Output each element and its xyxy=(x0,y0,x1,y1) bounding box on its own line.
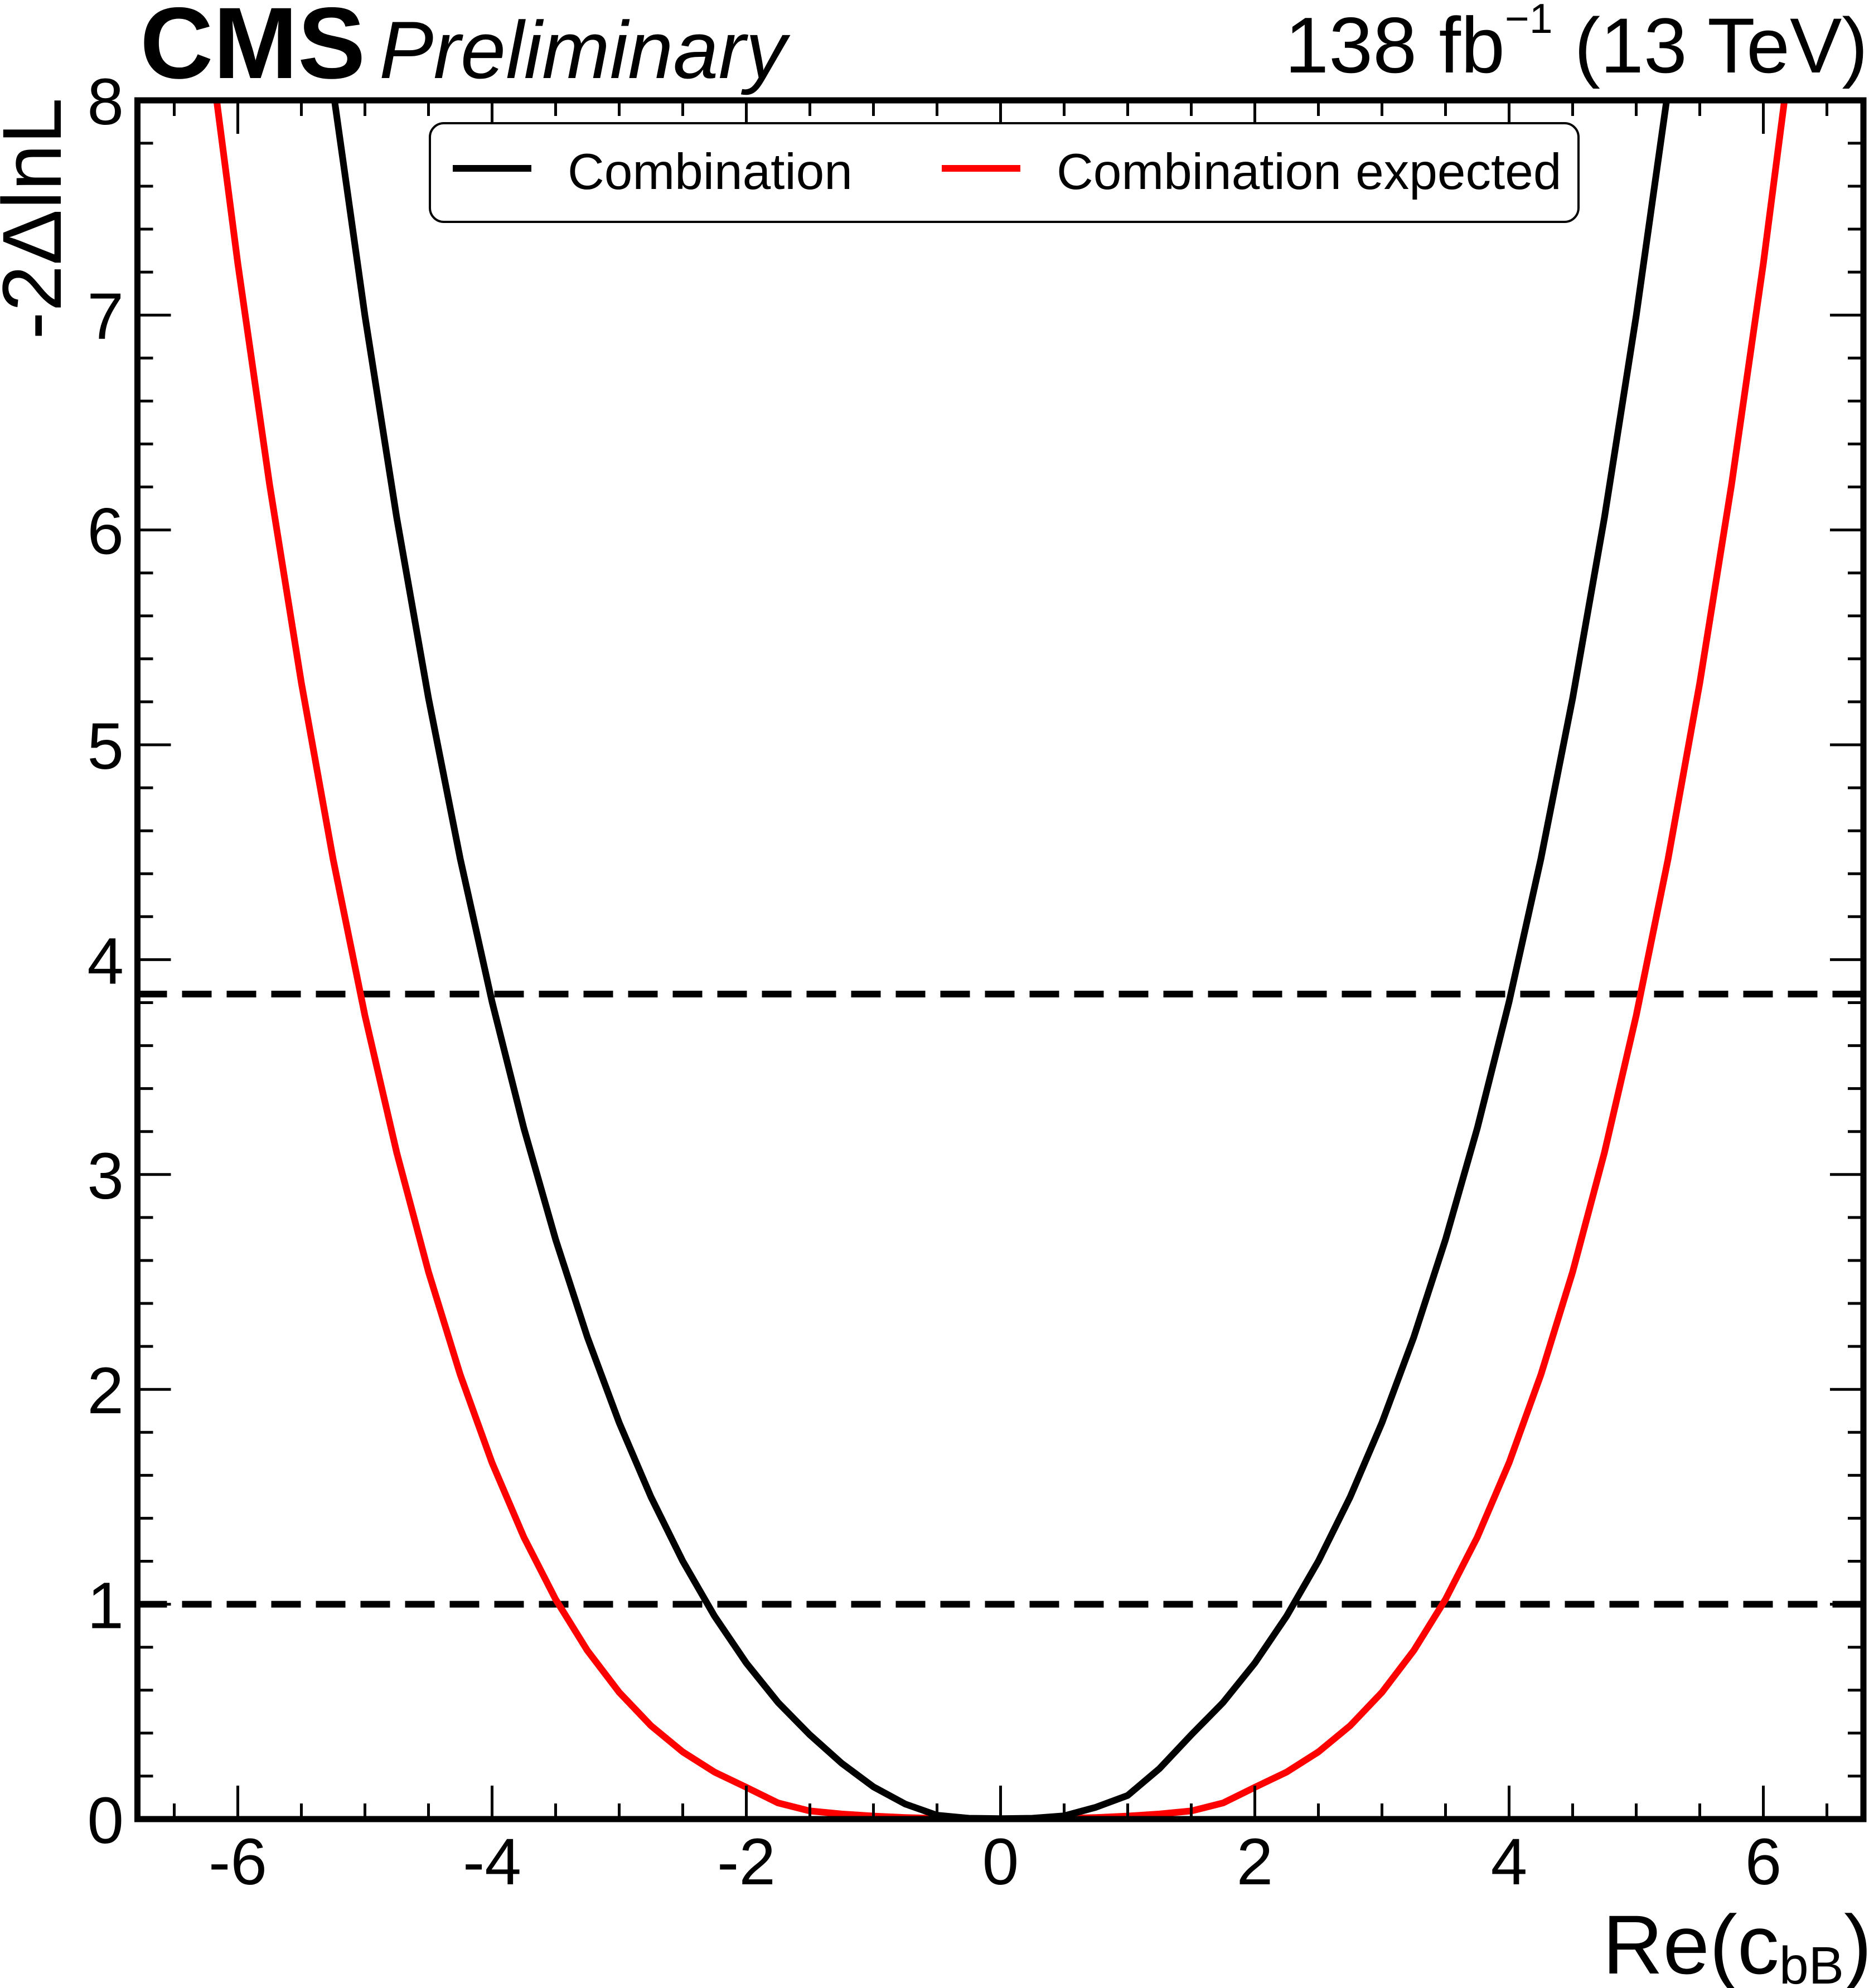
svg-text:4: 4 xyxy=(1491,1825,1528,1899)
svg-text:5: 5 xyxy=(87,710,124,783)
svg-text:4: 4 xyxy=(87,924,124,998)
svg-text:Combination expected: Combination expected xyxy=(1057,144,1562,200)
svg-text:-6: -6 xyxy=(209,1825,267,1899)
svg-text:8: 8 xyxy=(87,65,124,139)
svg-text:2: 2 xyxy=(87,1354,124,1428)
svg-text:138 fb−1 (13 TeV): 138 fb−1 (13 TeV) xyxy=(1285,0,1868,90)
svg-text:6: 6 xyxy=(1745,1825,1782,1899)
svg-text:3: 3 xyxy=(87,1140,124,1213)
svg-text:-2ΔlnL: -2ΔlnL xyxy=(0,98,79,340)
svg-text:-4: -4 xyxy=(463,1825,521,1899)
svg-text:CMS: CMS xyxy=(140,0,365,100)
svg-text:1: 1 xyxy=(87,1569,124,1643)
svg-text:Preliminary: Preliminary xyxy=(379,4,791,95)
svg-text:Combination: Combination xyxy=(568,144,853,200)
svg-text:6: 6 xyxy=(87,495,124,569)
svg-text:0: 0 xyxy=(982,1825,1019,1899)
svg-text:Re(cbB): Re(cbB) xyxy=(1602,1898,1869,1988)
svg-text:2: 2 xyxy=(1237,1825,1274,1899)
svg-text:7: 7 xyxy=(87,280,124,353)
svg-text:-2: -2 xyxy=(717,1825,776,1899)
svg-text:0: 0 xyxy=(87,1784,124,1858)
